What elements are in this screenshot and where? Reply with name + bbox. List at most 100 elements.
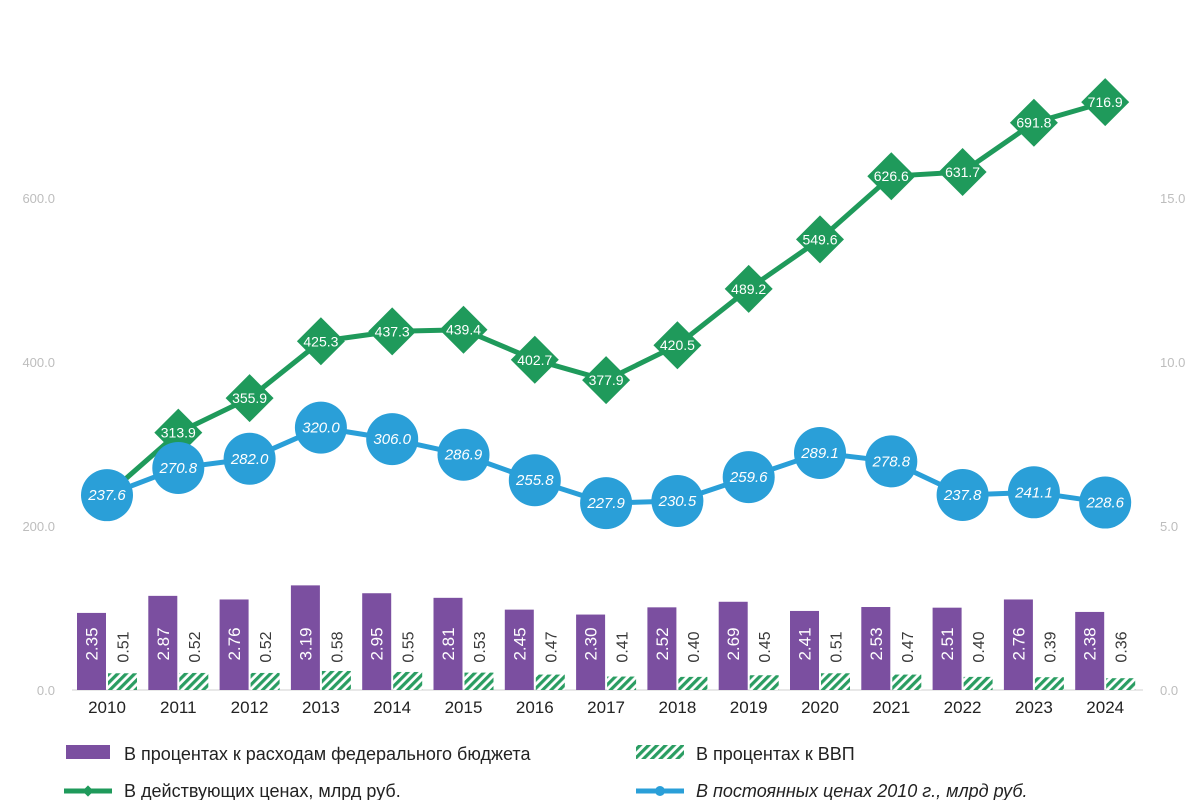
gdp-bar-label: 0.41 (615, 631, 632, 662)
current-price-label: 626.6 (874, 168, 909, 184)
gdp-bar (963, 676, 993, 690)
x-tick-label: 2018 (658, 698, 696, 717)
legend-swatch-budget (66, 745, 110, 759)
x-tick-label: 2015 (445, 698, 483, 717)
budget-bar-label: 2.45 (510, 627, 529, 660)
constant-price-point (722, 451, 775, 504)
constant-price-label: 278.8 (872, 453, 911, 470)
gdp-bar (393, 671, 423, 690)
budget-bar-label: 2.35 (83, 627, 102, 660)
constant-price-label: 237.8 (943, 487, 982, 504)
constant-price-label: 320.0 (302, 420, 340, 437)
gdp-bar-label: 0.51 (116, 631, 133, 662)
right-tick-label: 15.0 (1160, 191, 1185, 206)
constant-price-label: 227.9 (586, 495, 625, 512)
constant-price-label: 270.8 (159, 460, 198, 477)
current-price-point (296, 317, 345, 366)
budget-bar-label: 2.81 (439, 627, 458, 660)
budget-bar (1003, 599, 1033, 690)
constant-price-label: 237.6 (87, 487, 126, 504)
constant-price-point (437, 428, 490, 481)
x-tick-label: 2023 (1015, 698, 1053, 717)
legend-marker-current (82, 785, 94, 797)
current-price-point (439, 305, 488, 354)
constant-price-point (294, 401, 347, 454)
gdp-bar (321, 670, 351, 690)
budget-bar-label: 3.19 (296, 627, 315, 660)
budget-bar (433, 597, 463, 690)
constant-price-label: 282.0 (230, 451, 269, 468)
gdp-bar (179, 672, 209, 690)
budget-bar-label: 2.76 (225, 627, 244, 660)
x-tick-label: 2022 (944, 698, 982, 717)
budget-bar (504, 609, 534, 690)
gdp-bar (464, 672, 494, 690)
budget-bar-label: 2.51 (938, 627, 957, 660)
budget-bar (148, 595, 178, 690)
budget-bar (932, 607, 962, 690)
gdp-bar-label: 0.40 (686, 631, 703, 662)
gdp-bar (678, 676, 708, 690)
gdp-bar-label: 0.52 (258, 631, 275, 662)
gdp-bar (607, 676, 637, 690)
current-price-point (724, 264, 773, 313)
constant-price-point (651, 474, 704, 527)
gdp-bar (892, 674, 922, 690)
current-price-label: 549.6 (802, 231, 837, 247)
legend-label-constant: В постоянных ценах 2010 г., млрд руб. (696, 781, 1028, 800)
budget-bar-label: 2.69 (724, 627, 743, 660)
gdp-bar-label: 0.58 (329, 631, 346, 662)
budget-bar (77, 612, 106, 690)
markers: 313.9 355.9 425.3 437.3 439.4 402.7 377.9 420.5… (81, 78, 1132, 530)
constant-price-point (936, 469, 989, 522)
constant-price-label: 286.9 (444, 447, 483, 464)
constant-price-label: 306.0 (373, 431, 411, 448)
current-price-label: 420.5 (660, 337, 695, 353)
budget-bar-label: 2.30 (582, 627, 601, 660)
right-tick-label: 5.0 (1160, 519, 1178, 534)
gdp-bar (1034, 677, 1064, 690)
current-price-point (510, 335, 559, 384)
budget-bar (718, 601, 748, 690)
x-tick-label: 2016 (516, 698, 554, 717)
current-price-label: 631.7 (945, 164, 980, 180)
constant-price-point (223, 432, 276, 485)
budget-bar (861, 607, 891, 690)
current-price-point (1081, 78, 1130, 127)
gdp-bar-label: 0.53 (472, 631, 489, 662)
constant-price-label: 289.1 (800, 445, 839, 462)
budget-bar (290, 585, 320, 690)
constant-price-point (1007, 466, 1060, 519)
gdp-bar-label: 0.52 (187, 631, 204, 662)
budget-bar-label: 2.41 (796, 627, 815, 660)
current-price-label: 716.9 (1088, 94, 1123, 110)
budget-bar (362, 593, 392, 690)
current-price-point (154, 408, 203, 457)
current-price-point (368, 307, 417, 356)
left-tick-label: 400.0 (22, 355, 55, 370)
x-tick-label: 2012 (231, 698, 269, 717)
legend-marker-constant (655, 786, 665, 796)
x-tick-label: 2010 (88, 698, 126, 717)
budget-bar-label: 2.38 (1081, 627, 1100, 660)
current-price-point (938, 148, 987, 197)
x-tick-label: 2019 (730, 698, 768, 717)
constant-price-point (580, 477, 633, 530)
legend-label-budget: В процентах к расходам федерального бюдж… (124, 744, 531, 764)
current-price-point (582, 356, 631, 405)
constant-price-point (865, 435, 918, 488)
constant-price-point (1079, 476, 1132, 529)
gdp-bar-label: 0.55 (401, 631, 418, 662)
legend-label-gdp: В процентах к ВВП (696, 744, 855, 764)
gdp-bar-label: 0.47 (900, 631, 917, 662)
constant-price-point (794, 426, 846, 479)
gdp-bar (535, 674, 565, 690)
current-price-label: 313.9 (161, 425, 196, 441)
current-price-label: 377.9 (589, 372, 624, 388)
right-tick-label: 10.0 (1160, 355, 1185, 370)
gdp-bar (108, 673, 137, 690)
x-tick-label: 2024 (1086, 698, 1124, 717)
constant-price-point (508, 454, 561, 507)
gdp-bar-label: 0.40 (971, 631, 988, 662)
budget-bar (790, 610, 819, 690)
